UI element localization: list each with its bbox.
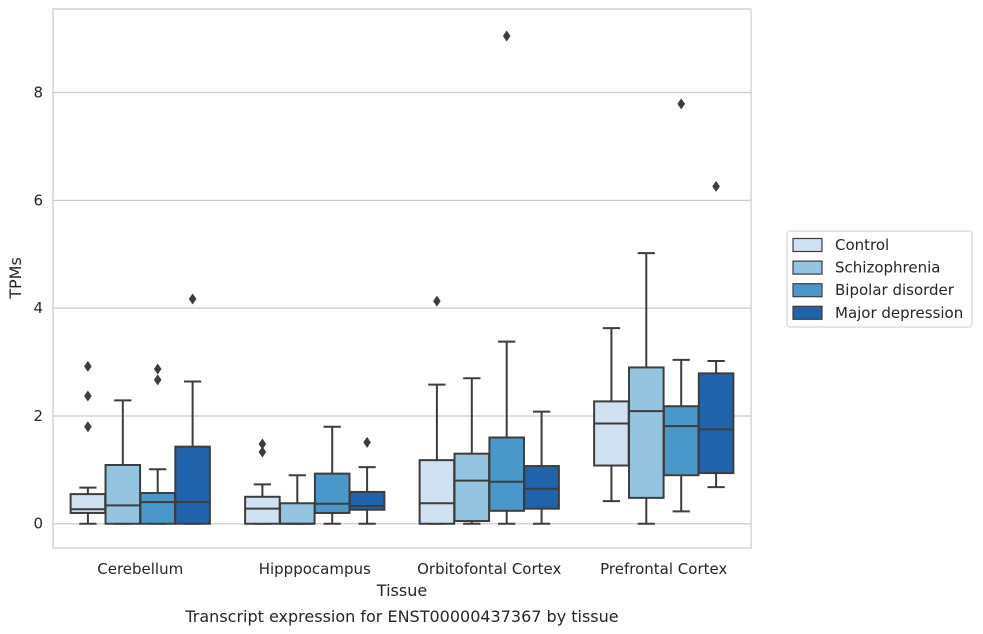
x-tick-label: Cerebellum <box>97 560 183 578</box>
legend-frame <box>786 230 973 328</box>
box-series-group <box>69 30 735 525</box>
outlier-point <box>433 295 441 307</box>
legend-label: Bipolar disorder <box>835 281 955 299</box>
y-axis-title: TPMs <box>6 257 25 300</box>
legend-swatch <box>792 283 823 298</box>
outlier-point <box>188 293 197 305</box>
legend-label: Control <box>835 236 889 254</box>
box-major-depression <box>348 436 386 525</box>
box-body <box>523 465 560 510</box>
box-body <box>174 445 211 525</box>
y-tick-label: 8 <box>33 84 43 102</box>
legend-item: Schizophrenia <box>792 259 940 277</box>
y-tick-label: 0 <box>33 515 43 533</box>
legend-label: Major depression <box>835 304 963 322</box>
box-body <box>348 490 386 511</box>
box-control <box>69 360 107 525</box>
box-major-depression <box>523 410 560 525</box>
outlier-point <box>153 374 162 386</box>
x-tick-label: Hipppocampus <box>259 560 371 578</box>
legend-item: Major depression <box>792 304 963 322</box>
box-body <box>279 502 316 525</box>
y-tick-label: 2 <box>33 407 43 425</box>
box-body <box>139 492 176 525</box>
outlier-point <box>502 30 511 42</box>
chart-caption: Transcript expression for ENST0000043736… <box>184 607 618 626</box>
x-axis-title: Tissue <box>376 581 427 600</box>
box-control <box>244 438 281 525</box>
box-body <box>313 472 351 514</box>
outlier-point <box>84 390 92 402</box>
x-tick-label: Orbitofontal Cortex <box>417 560 561 578</box>
outlier-point <box>153 363 162 375</box>
legend-item: Bipolar disorder <box>792 281 955 299</box>
legend-swatch <box>792 305 823 320</box>
box-schizophrenia <box>279 474 316 525</box>
box-control <box>593 327 630 503</box>
box-bipolar-disorder <box>662 98 700 513</box>
legend-items: Control Schizophrenia Bipolar disorder Majo… <box>792 236 963 322</box>
box-body <box>488 436 525 512</box>
outlier-point <box>712 180 720 192</box>
box-body <box>453 452 491 523</box>
legend-swatch <box>792 237 823 253</box>
box-body <box>662 405 700 477</box>
x-tick-labels: Cerebellum Hipppocampus Orbitofontal Corte… <box>97 560 727 578</box>
legend-swatch <box>792 260 823 275</box>
box-body <box>104 463 142 525</box>
outlier-point <box>84 360 92 372</box>
outlier-point <box>258 446 267 458</box>
box-body <box>593 400 630 467</box>
y-tick-labels: 0 2 4 6 8 <box>33 84 43 533</box>
box-body <box>697 372 735 475</box>
box-body <box>628 366 665 499</box>
plot-frame <box>52 8 752 549</box>
x-tick-label: Prefrontal Cortex <box>600 560 727 578</box>
legend: Control Schizophrenia Bipolar disorder Majo… <box>786 230 973 328</box>
outlier-point <box>258 438 267 450</box>
legend-label: Schizophrenia <box>835 259 940 277</box>
box-major-depression <box>174 293 211 525</box>
box-major-depression <box>697 180 735 489</box>
outlier-point <box>677 98 685 110</box>
box-bipolar-disorder <box>488 30 525 525</box>
box-body <box>418 459 456 525</box>
box-schizophrenia <box>453 377 491 525</box>
outlier-point <box>363 436 371 448</box>
legend-item: Control <box>792 236 889 254</box>
box-body <box>244 495 281 525</box>
y-tick-label: 6 <box>33 191 43 209</box>
y-tick-label: 4 <box>33 299 43 317</box>
box-schizophrenia <box>628 252 665 525</box>
outlier-point <box>84 421 92 433</box>
